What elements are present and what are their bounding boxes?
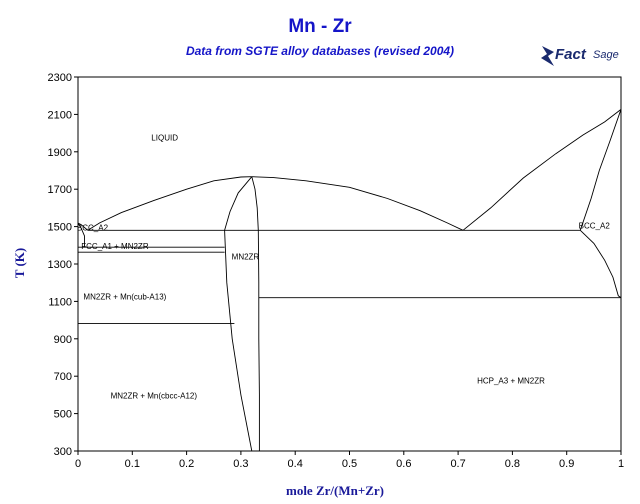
x-tick-label: 0.4 [288, 458, 303, 470]
axes: 0 0.1 0.2 0.3 0.4 0.5 0.6 0.7 0.8 0.9 130050070090… [48, 72, 625, 470]
y-tick-label: 1900 [48, 147, 72, 159]
x-tick-label: 0 [75, 458, 81, 470]
y-tick-label: 2100 [48, 109, 72, 121]
y-axis-title: T (K) [12, 248, 27, 278]
chart-title: Mn - Zr [288, 16, 352, 37]
y-tick-label: 700 [54, 371, 72, 383]
x-tick-label: 0.9 [559, 458, 574, 470]
logo-text-suffix: Sage [593, 49, 619, 61]
phase-boundary-curve [251, 176, 259, 231]
phase-boundary-curve [77, 222, 89, 231]
y-tick-label: 300 [54, 446, 72, 458]
x-tick-label: 0.6 [396, 458, 411, 470]
phase-boundary-curve [462, 109, 622, 231]
region-label: BCC_A2 [579, 221, 611, 230]
y-tick-label: 2300 [48, 72, 72, 84]
x-axis-title: mole Zr/(Mn+Zr) [286, 483, 384, 498]
phase-boundary-curve [579, 229, 622, 299]
x-tick-label: 1 [618, 458, 624, 470]
y-tick-label: 1300 [48, 259, 72, 271]
phase-boundaries [77, 109, 622, 452]
x-tick-label: 0.3 [233, 458, 248, 470]
y-tick-label: 900 [54, 334, 72, 346]
x-tick-label: 0.7 [450, 458, 465, 470]
y-tick-label: 1500 [48, 222, 72, 234]
phase-boundary-curve [257, 230, 260, 451]
phase-boundary-curve [77, 222, 85, 248]
logo-text: Fact [555, 46, 586, 63]
region-label: MN2ZR + Mn(cub-A13) [83, 293, 166, 302]
y-tick-label: 1100 [48, 296, 72, 308]
region-label: LIQUID [151, 134, 178, 143]
region-label: FCC_A1 + MN2ZR [81, 242, 149, 251]
phase-boundary-curve [224, 230, 253, 452]
x-tick-label: 0.2 [179, 458, 194, 470]
region-label: MN2ZR + Mn(cbcc-A12) [111, 392, 198, 401]
region-labels: LIQUID BCC_A2 FCC_A1 + MN2ZR MN2ZR MN2ZR + M… [77, 134, 610, 401]
x-tick-label: 0.8 [505, 458, 520, 470]
phase-boundary-curve [224, 176, 253, 231]
region-label: MN2ZR [232, 253, 260, 262]
factsage-logo: Fact Sage [538, 40, 624, 74]
x-tick-label: 0.1 [125, 458, 140, 470]
region-label: BCC_A2 [77, 224, 109, 233]
phase-boundary-curve [87, 176, 252, 231]
chart-subtitle: Data from SGTE alloy databases (revised … [185, 44, 455, 58]
phase-boundary-curve [579, 109, 622, 231]
logo-mark-icon [541, 46, 554, 66]
y-tick-label: 500 [54, 409, 72, 421]
phase-boundary-curve [251, 176, 464, 231]
x-tick-label: 0.5 [342, 458, 357, 470]
y-tick-label: 1700 [48, 184, 72, 196]
region-label: HCP_A3 + MN2ZR [477, 377, 545, 386]
